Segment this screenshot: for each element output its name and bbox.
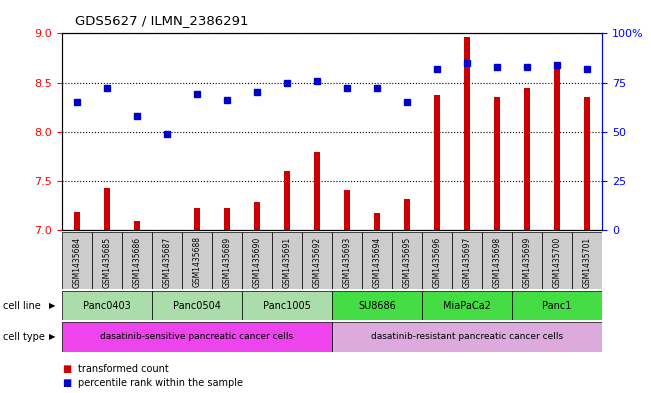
Text: GSM1435685: GSM1435685	[102, 237, 111, 288]
Text: GSM1435696: GSM1435696	[432, 237, 441, 288]
Bar	[362, 232, 392, 289]
Text: cell type: cell type	[3, 332, 45, 342]
Text: GSM1435684: GSM1435684	[72, 237, 81, 288]
Bar	[224, 208, 230, 230]
Text: GSM1435694: GSM1435694	[372, 237, 381, 288]
Bar	[422, 232, 452, 289]
Bar	[62, 232, 92, 289]
Text: Panc0403: Panc0403	[83, 301, 131, 310]
Bar	[134, 221, 139, 230]
Bar	[452, 232, 482, 289]
Bar	[482, 232, 512, 289]
Bar	[392, 232, 422, 289]
Bar	[92, 232, 122, 289]
Bar	[332, 232, 362, 289]
Bar	[555, 63, 560, 230]
Bar	[434, 95, 440, 230]
Text: GSM1435686: GSM1435686	[132, 237, 141, 288]
Bar	[74, 212, 79, 230]
Text: GSM1435690: GSM1435690	[253, 237, 262, 288]
Bar	[525, 88, 530, 230]
Bar	[62, 322, 332, 352]
Bar	[272, 232, 302, 289]
Bar	[284, 171, 290, 230]
Bar	[512, 291, 602, 320]
Bar	[332, 291, 422, 320]
Bar	[242, 232, 272, 289]
Text: GSM1435691: GSM1435691	[283, 237, 292, 288]
Text: GSM1435695: GSM1435695	[402, 237, 411, 288]
Bar	[585, 97, 590, 230]
Bar	[194, 208, 200, 230]
Bar	[374, 213, 380, 230]
Text: Panc0504: Panc0504	[173, 301, 221, 310]
Text: cell line: cell line	[3, 301, 41, 310]
Bar	[302, 232, 332, 289]
Bar	[182, 232, 212, 289]
Bar	[494, 97, 500, 230]
Bar	[242, 291, 332, 320]
Text: GSM1435700: GSM1435700	[553, 237, 562, 288]
Text: ■: ■	[62, 364, 71, 374]
Text: SU8686: SU8686	[358, 301, 396, 310]
Text: dasatinib-resistant pancreatic cancer cells: dasatinib-resistant pancreatic cancer ce…	[371, 332, 563, 342]
Text: ▶: ▶	[49, 301, 55, 310]
Text: GSM1435687: GSM1435687	[162, 237, 171, 288]
Bar	[422, 291, 512, 320]
Text: Panc1: Panc1	[542, 301, 572, 310]
Text: GSM1435701: GSM1435701	[583, 237, 592, 288]
Bar	[104, 187, 109, 230]
Text: GSM1435697: GSM1435697	[463, 237, 471, 288]
Text: MiaPaCa2: MiaPaCa2	[443, 301, 491, 310]
Bar	[152, 291, 242, 320]
Bar	[512, 232, 542, 289]
Bar	[212, 232, 242, 289]
Text: ▶: ▶	[49, 332, 55, 342]
Text: GDS5627 / ILMN_2386291: GDS5627 / ILMN_2386291	[75, 14, 249, 27]
Text: percentile rank within the sample: percentile rank within the sample	[78, 378, 243, 388]
Text: transformed count: transformed count	[78, 364, 169, 374]
Text: GSM1435693: GSM1435693	[342, 237, 352, 288]
Text: Panc1005: Panc1005	[263, 301, 311, 310]
Text: GSM1435699: GSM1435699	[523, 237, 532, 288]
Bar	[464, 37, 470, 230]
Text: GSM1435698: GSM1435698	[493, 237, 502, 288]
Bar	[344, 189, 350, 230]
Bar	[122, 232, 152, 289]
Text: ■: ■	[62, 378, 71, 388]
Bar	[404, 199, 409, 230]
Bar	[255, 202, 260, 230]
Bar	[62, 291, 152, 320]
Bar	[542, 232, 572, 289]
Text: GSM1435692: GSM1435692	[312, 237, 322, 288]
Bar	[152, 232, 182, 289]
Bar	[572, 232, 602, 289]
Bar	[314, 152, 320, 230]
Text: GSM1435689: GSM1435689	[223, 237, 232, 288]
Text: GSM1435688: GSM1435688	[193, 237, 201, 287]
Text: dasatinib-sensitive pancreatic cancer cells: dasatinib-sensitive pancreatic cancer ce…	[100, 332, 294, 342]
Bar	[332, 322, 602, 352]
